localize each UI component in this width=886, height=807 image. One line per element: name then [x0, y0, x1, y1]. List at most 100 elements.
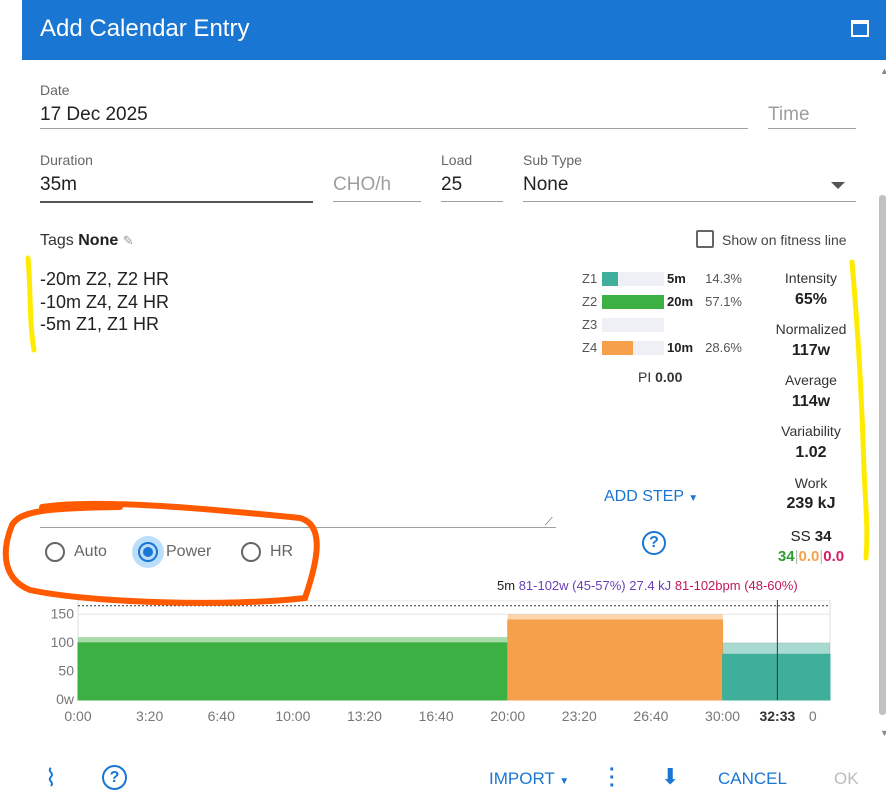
import-button[interactable]: IMPORT ▼	[489, 769, 569, 789]
stat-value: 114w	[791, 393, 831, 410]
edit-pencil-icon[interactable]: ✎	[122, 233, 134, 248]
step-power: 81-102w (45-57%)	[518, 578, 626, 593]
workout-line: -10m Z4, Z4 HR	[40, 291, 170, 312]
cho-underline	[333, 201, 421, 202]
pi-row: PI 0.00	[638, 369, 682, 385]
import-label: IMPORT	[489, 769, 555, 788]
load-underline	[441, 201, 503, 202]
time-underline	[768, 128, 856, 129]
stat-label: Work	[794, 475, 828, 491]
x-tick-label: 10:00	[275, 708, 310, 724]
more-vert-icon[interactable]: · · ·	[609, 759, 616, 797]
x-tick-label: 6:40	[208, 708, 235, 724]
pi-label: PI	[638, 369, 652, 385]
x-tick-label: 32:33	[759, 708, 795, 724]
chevron-down-icon[interactable]	[831, 182, 845, 189]
zone-percent: 14.3%	[705, 271, 742, 286]
duration-label: Duration	[40, 152, 93, 168]
date-field[interactable]: 17 Dec 2025	[40, 104, 148, 125]
x-tick-label: 3:20	[136, 708, 163, 724]
stat-value: 1.02	[795, 444, 827, 461]
footer-help-icon[interactable]: ?	[102, 765, 127, 790]
ss-breakdown: 34|0.0|0.0	[751, 548, 871, 565]
stat-label: Normalized	[775, 321, 847, 337]
step-hr: 81-102bpm (48-60%)	[674, 578, 798, 593]
radio-auto[interactable]	[45, 542, 65, 562]
cho-field[interactable]: CHO/h	[333, 174, 392, 195]
scroll-down-icon[interactable]: ▼	[880, 728, 886, 738]
y-tick-label: 100	[51, 634, 75, 650]
fitness-line-checkbox[interactable]	[696, 230, 714, 248]
step-duration: 5m	[497, 578, 516, 593]
zone-time: 20m	[667, 294, 694, 309]
zone-label: Z4	[582, 340, 598, 355]
ss-sep: |	[794, 548, 799, 565]
add-step-label: ADD STEP	[604, 488, 684, 505]
tags-row[interactable]: Tags None ✎	[40, 232, 134, 250]
fitness-line-label: Show on fitness line	[722, 232, 847, 248]
dialog-title-bar	[22, 0, 886, 60]
download-icon[interactable]: ⬇	[661, 764, 680, 789]
workout-chart[interactable]: 150 100 50 0w0:00 3:20 6:40 10:00 13:20 16:40 20:…	[40, 600, 840, 730]
subtype-label: Sub Type	[523, 152, 582, 168]
workout-line: -5m Z1, Z1 HR	[40, 314, 160, 334]
radio-hr-label: HR	[270, 543, 294, 560]
ok-button[interactable]: OK	[834, 769, 859, 788]
zone-time: 10m	[667, 340, 694, 355]
scroll-up-icon[interactable]: ▲	[880, 66, 886, 76]
radio-hr[interactable]	[241, 542, 261, 562]
scrollbar-thumb[interactable]	[879, 195, 886, 715]
ss-value: 34	[814, 528, 832, 545]
x-tick-label: 0:00	[64, 708, 91, 724]
x-tick-label: 26:40	[633, 708, 668, 724]
ss-label: SS	[790, 528, 811, 545]
attach-icon[interactable]: ⌇	[45, 765, 57, 792]
date-underline	[40, 128, 748, 129]
x-tick-label: 30:00	[705, 708, 740, 724]
duration-field[interactable]: 35m	[40, 174, 77, 195]
workout-text-area[interactable]: -20m Z2, Z2 HR -10m Z4, Z4 HR -5m Z1, Z1…	[40, 268, 169, 336]
load-label: Load	[441, 152, 473, 168]
cancel-button[interactable]: CANCEL	[718, 769, 787, 788]
time-field[interactable]: Time	[768, 104, 810, 125]
y-tick-label: 0w	[56, 691, 75, 707]
ss-sep: |	[819, 548, 824, 565]
tags-value: None	[78, 232, 119, 249]
y-tick-label: 150	[51, 605, 75, 621]
maximize-icon[interactable]	[851, 20, 869, 37]
y-tick-label: 50	[58, 662, 74, 678]
subtype-underline	[523, 201, 856, 202]
step-bar	[507, 619, 724, 701]
stat-label: Variability	[781, 423, 841, 439]
zone-label: Z1	[582, 271, 598, 286]
x-tick-label: 13:20	[347, 708, 382, 724]
yellow-mark-left	[25, 255, 37, 353]
ss-a: 34	[777, 548, 795, 565]
zone-bar-track	[602, 318, 664, 332]
load-field[interactable]: 25	[441, 174, 463, 195]
help-icon[interactable]: ?	[642, 531, 666, 555]
subtype-select[interactable]: None	[523, 174, 569, 195]
zone-label: Z3	[582, 317, 598, 332]
caret-down-icon: ▼	[559, 776, 570, 787]
resize-handle-icon[interactable]: ⟋	[545, 516, 553, 528]
radio-power[interactable]	[138, 542, 158, 562]
ss-c: 0.0	[823, 548, 845, 565]
x-tick-label: 23:20	[562, 708, 597, 724]
add-step-button[interactable]: ADD STEP ▼	[604, 488, 698, 506]
zone-bar-fill	[602, 272, 618, 286]
ss-row: SS 34	[761, 528, 861, 545]
pi-value: 0.00	[655, 369, 683, 385]
stat-label: Average	[785, 372, 837, 388]
zone-time: 5m	[667, 271, 686, 286]
zone-percent: 28.6%	[705, 340, 742, 355]
x-tick-label: 20:00	[490, 708, 525, 724]
step-info: 5m 81-102w (45-57%) 27.4 kJ 81-102bpm (4…	[497, 578, 798, 593]
step-bar	[722, 653, 831, 701]
zone-bar-fill	[602, 341, 633, 355]
radio-auto-label: Auto	[74, 543, 107, 560]
step-kj: 27.4 kJ	[629, 578, 672, 593]
zone-label: Z2	[582, 294, 598, 309]
workout-underline	[40, 527, 556, 528]
stat-value: 117w	[791, 342, 831, 359]
